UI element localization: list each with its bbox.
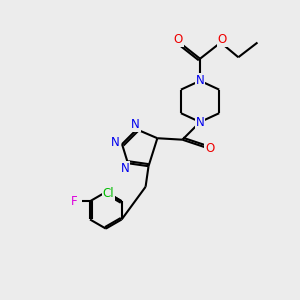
Text: N: N <box>196 116 204 128</box>
Text: O: O <box>205 142 214 155</box>
Text: F: F <box>70 195 77 208</box>
Text: N: N <box>131 118 140 130</box>
Text: O: O <box>173 33 183 46</box>
Text: N: N <box>196 74 204 87</box>
Text: Cl: Cl <box>103 188 114 200</box>
Text: N: N <box>111 136 120 149</box>
Text: N: N <box>121 162 129 175</box>
Text: O: O <box>218 33 227 46</box>
